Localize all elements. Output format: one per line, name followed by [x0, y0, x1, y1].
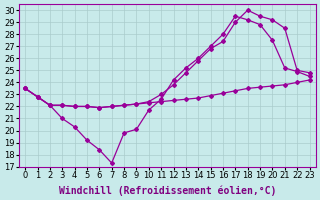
X-axis label: Windchill (Refroidissement éolien,°C): Windchill (Refroidissement éolien,°C)	[59, 185, 276, 196]
